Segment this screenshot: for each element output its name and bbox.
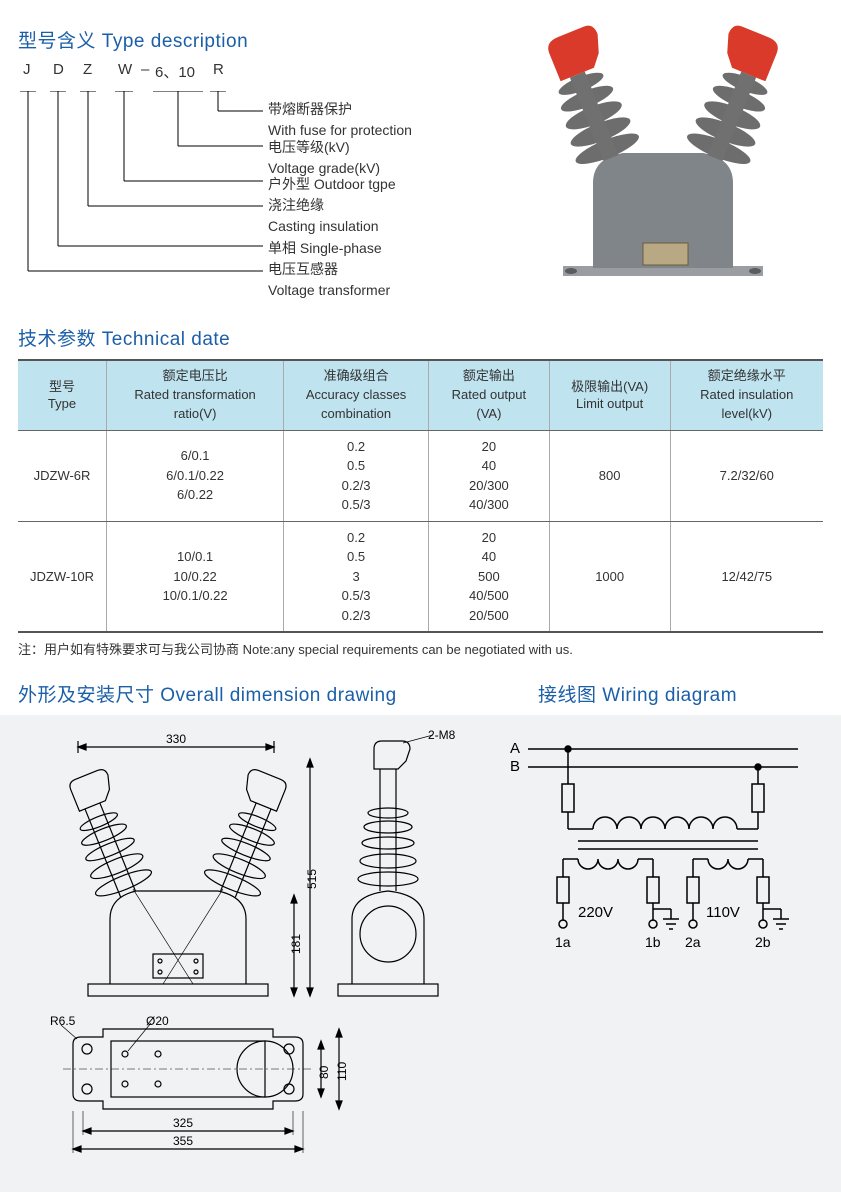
- desc-5: 电压互感器 Voltage transformer: [268, 259, 390, 301]
- wiring-diagram: A B 220V 1a 1b 110V 2a 2b: [498, 729, 808, 1172]
- svg-text:515: 515: [305, 869, 319, 889]
- type-desc-lines: [18, 91, 488, 316]
- svg-text:1b: 1b: [645, 934, 661, 950]
- svg-text:2-M8: 2-M8: [428, 729, 456, 742]
- table-row: JDZW-6R 6/0.1 6/0.1/0.22 6/0.22 0.2 0.5 …: [18, 430, 823, 521]
- svg-text:A: A: [510, 740, 520, 757]
- code-z: Z: [83, 61, 92, 78]
- desc-3: 浇注绝缘 Casting insulation: [268, 195, 379, 237]
- svg-text:355: 355: [173, 1134, 193, 1148]
- type-desc-title: 型号含义 Type description: [18, 26, 493, 53]
- technical-title: 技术参数 Technical date: [18, 324, 823, 351]
- code-r: R: [213, 61, 224, 78]
- svg-text:330: 330: [166, 732, 186, 746]
- svg-text:1a: 1a: [555, 934, 571, 950]
- dimension-title: 外形及安装尺寸 Overall dimension drawing: [18, 680, 478, 707]
- th-insul: 额定绝缘水平Rated insulation level(kV): [670, 360, 823, 430]
- code-volt: 6、10: [155, 61, 195, 82]
- svg-text:R6.5: R6.5: [50, 1014, 76, 1028]
- svg-text:Ø20: Ø20: [146, 1014, 169, 1028]
- th-output: 额定输出Rated output (VA): [429, 360, 550, 430]
- svg-text:110: 110: [335, 1062, 349, 1081]
- table-row: JDZW-10R 10/0.1 10/0.22 10/0.1/0.22 0.2 …: [18, 521, 823, 632]
- code-j: J: [23, 61, 31, 78]
- th-ratio: 额定电压比Rated transformation ratio(V): [107, 360, 284, 430]
- th-accuracy: 准确级组合Accuracy classes combination: [284, 360, 429, 430]
- svg-text:2a: 2a: [685, 934, 701, 950]
- svg-text:110V: 110V: [706, 904, 740, 921]
- desc-0: 带熔断器保护 With fuse for protection: [268, 99, 412, 141]
- th-type: 型号Type: [18, 360, 107, 430]
- code-w: W: [118, 61, 132, 78]
- wiring-title: 接线图 Wiring diagram: [538, 680, 737, 707]
- svg-text:181: 181: [289, 934, 303, 954]
- desc-4: 单相 Single-phase: [268, 238, 382, 259]
- desc-2: 户外型 Outdoor tgpe: [268, 174, 396, 195]
- svg-text:B: B: [510, 758, 520, 775]
- code-d: D: [53, 61, 64, 78]
- type-code-row: J D Z W – 6、10 R: [18, 61, 493, 91]
- th-limit: 极限输出(VA)Limit output: [549, 360, 670, 430]
- code-dash: –: [141, 61, 149, 78]
- svg-text:80: 80: [317, 1065, 331, 1079]
- product-illustration: [493, 18, 823, 298]
- technical-table: 型号Type 额定电压比Rated transformation ratio(V…: [18, 359, 823, 633]
- svg-text:220V: 220V: [578, 904, 613, 921]
- svg-text:325: 325: [173, 1116, 193, 1130]
- desc-1: 电压等级(kV) Voltage grade(kV): [268, 137, 380, 179]
- dimension-drawing: 330 2-M8 515 181 R6.5 Ø20 80 110 325 355: [18, 729, 468, 1172]
- svg-text:2b: 2b: [755, 934, 771, 950]
- technical-note: 注：用户如有特殊要求可与我公司协商 Note:any special requi…: [18, 639, 823, 658]
